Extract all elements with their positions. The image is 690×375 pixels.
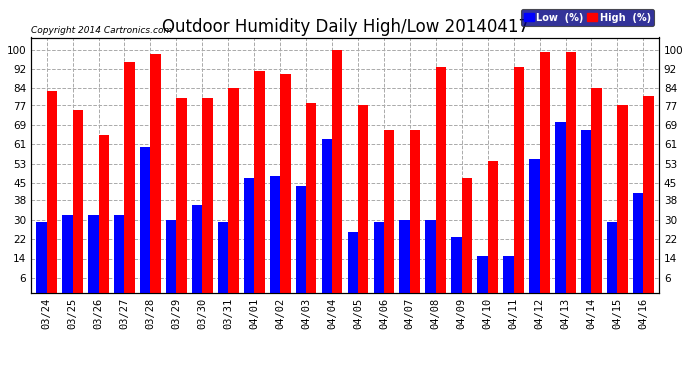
Bar <box>633 193 643 292</box>
Bar <box>166 220 177 292</box>
Bar <box>555 123 566 292</box>
Bar <box>581 130 591 292</box>
Bar <box>618 105 628 292</box>
Bar <box>384 130 394 292</box>
Text: Copyright 2014 Cartronics.com: Copyright 2014 Cartronics.com <box>31 26 172 35</box>
Bar <box>244 178 254 292</box>
Bar <box>114 215 124 292</box>
Bar <box>37 222 47 292</box>
Bar <box>566 52 576 292</box>
Bar <box>228 88 239 292</box>
Bar <box>400 220 410 292</box>
Bar <box>99 135 109 292</box>
Bar <box>513 67 524 292</box>
Bar <box>62 215 72 292</box>
Bar <box>296 186 306 292</box>
Bar <box>503 256 513 292</box>
Bar <box>462 178 472 292</box>
Bar <box>202 98 213 292</box>
Bar <box>150 54 161 292</box>
Bar <box>358 105 368 292</box>
Bar <box>540 52 550 292</box>
Bar <box>47 91 57 292</box>
Bar <box>72 110 83 292</box>
Bar <box>218 222 228 292</box>
Bar <box>591 88 602 292</box>
Bar <box>254 72 264 292</box>
Bar <box>192 205 202 292</box>
Bar <box>410 130 420 292</box>
Bar <box>306 103 317 292</box>
Bar <box>332 50 342 292</box>
Legend: Low  (%), High  (%): Low (%), High (%) <box>520 9 654 26</box>
Bar <box>348 232 358 292</box>
Bar <box>177 98 187 292</box>
Bar <box>488 161 498 292</box>
Bar <box>124 62 135 292</box>
Bar <box>426 220 436 292</box>
Bar <box>643 96 653 292</box>
Title: Outdoor Humidity Daily High/Low 20140417: Outdoor Humidity Daily High/Low 20140417 <box>161 18 529 36</box>
Bar <box>607 222 618 292</box>
Bar <box>529 159 540 292</box>
Bar <box>477 256 488 292</box>
Bar <box>270 176 280 292</box>
Bar <box>436 67 446 292</box>
Bar <box>322 140 332 292</box>
Bar <box>88 215 99 292</box>
Bar <box>373 222 384 292</box>
Bar <box>140 147 150 292</box>
Bar <box>451 237 462 292</box>
Bar <box>280 74 290 292</box>
